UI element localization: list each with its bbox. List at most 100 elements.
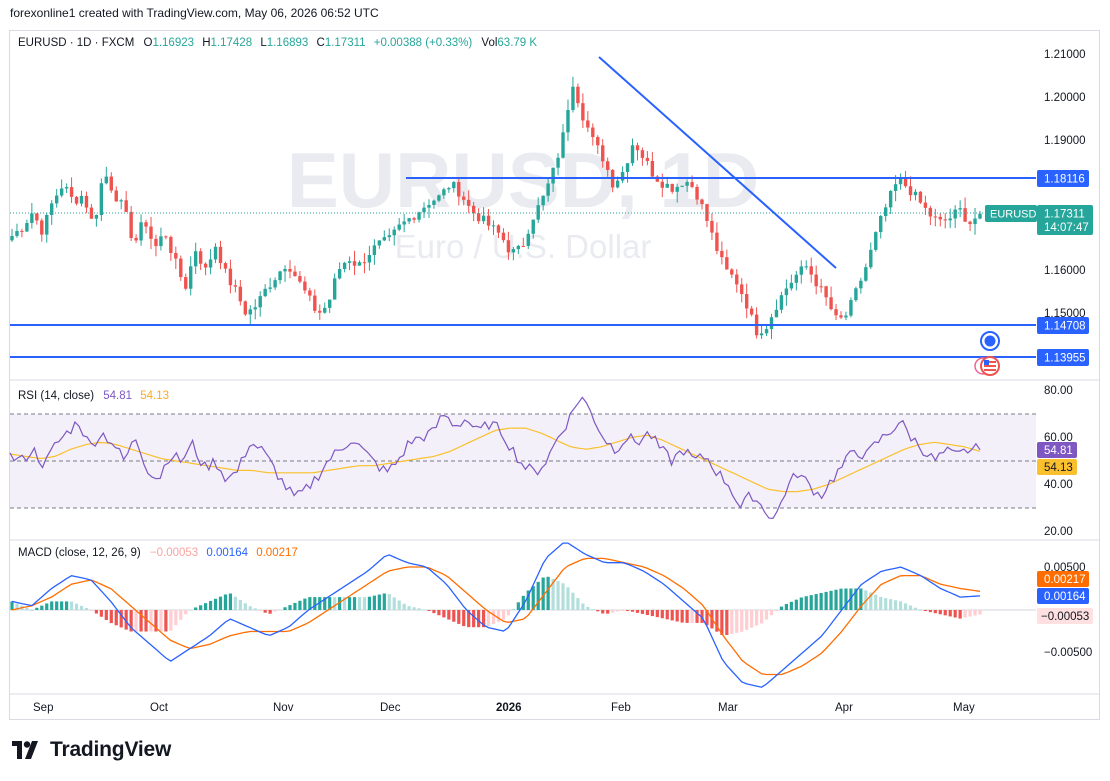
macd-histogram-bar [382,593,386,610]
candle [288,260,292,279]
macd-histogram-bar [849,588,853,610]
candle [799,260,803,284]
rsi-ma-tag: 54.13 [1037,459,1077,475]
candle [30,203,34,229]
macd-histogram-bar [526,590,530,610]
candle [730,268,734,279]
rsi-axis[interactable]: 80.00 60.00 40.00 20.00 [1044,385,1073,538]
macd-histogram-bar [323,597,327,610]
candle [804,260,808,270]
macd-histogram-bar [486,610,491,627]
candle [973,207,977,235]
candle [432,199,436,209]
macd-histogram-bar [258,610,262,611]
candle [278,270,282,284]
macd-histogram-bar [660,610,664,619]
macd-histogram-bar [740,610,744,632]
macd-series [11,542,981,688]
candle [119,198,123,210]
macd-histogram-bar [387,594,391,610]
candle [347,256,352,271]
candle [84,191,89,214]
time-tick: Oct [150,702,169,714]
macd-histogram-bar [79,605,84,610]
macd-histogram-bar [243,603,247,610]
rsi-legend[interactable]: RSI (14, close) 54.81 54.13 [18,390,169,402]
candle [352,250,357,276]
candle [710,213,714,241]
macd-histogram-bar [839,588,843,610]
macd-histogram-bar [104,610,108,620]
macd-legend[interactable]: MACD (close, 12, 26, 9) −0.00053 0.00164… [18,547,298,559]
candle [362,253,367,274]
candle [685,179,689,192]
macd-layer [10,542,982,688]
candle [253,299,257,320]
macd-histogram-bar [422,609,426,611]
macd-histogram-bar [700,610,704,623]
candle [427,199,431,218]
candle [918,191,923,204]
macd-histogram-bar [794,599,798,610]
level-tag-resistance: 1.18116 [1037,170,1089,187]
candle [824,285,828,306]
us-flag-event-icon[interactable] [974,356,1000,376]
macd-histogram-bar [764,610,769,620]
macd-histogram-bar [501,610,506,620]
macd-histogram-bar [695,610,699,623]
candle [784,279,789,306]
macd-histogram-bar [670,610,674,621]
candle [452,180,456,193]
time-tick: Nov [273,702,294,714]
macd-histogram-bar [407,606,411,610]
macd-histogram-bar [208,600,213,610]
candle [397,218,401,232]
candle [814,265,818,295]
economic-event-icon[interactable] [980,331,1000,351]
candle [94,214,99,227]
candle [402,214,406,233]
candle [154,234,158,257]
macd-histogram-bar [571,592,575,610]
tradingview-logo[interactable]: TradingView [12,738,171,762]
macd-histogram-bar [496,610,501,622]
macd-histogram-bar [759,610,764,624]
candle [99,178,104,222]
macd-signal-value: 0.00217 [256,547,298,559]
candle [908,176,913,201]
candle [208,249,213,275]
symbol-legend[interactable]: EURUSD · 1D · FXCM O1.16923 H1.17428 L1.… [18,37,537,49]
legend-vol-label: Vol [481,37,497,49]
trend-line[interactable] [598,56,837,269]
macd-histogram-bar [953,610,957,618]
macd-histogram-bar [442,610,446,618]
last-price-value: 1.17311 [1044,209,1085,221]
macd-hist-value: −0.00053 [150,547,198,559]
macd-histogram-bar [119,610,123,628]
candle [501,228,506,243]
macd-histogram-bar [114,610,118,626]
candle [680,185,684,188]
macd-histogram-bar [854,588,858,610]
candle [407,218,411,225]
macd-histogram-bar [948,610,952,617]
macd-histogram-bar [402,603,406,610]
macd-histogram-bar [799,597,803,610]
candles-layer [10,76,982,340]
candle [625,163,630,183]
candle [566,99,570,142]
svg-text:0.00217: 0.00217 [1044,574,1086,586]
macd-histogram-bar [194,607,198,610]
time-axis[interactable]: Sep Oct Nov Dec 2026 Feb Mar Apr May [33,702,975,714]
macd-histogram-bar [169,610,173,631]
macd-histogram-bar [352,597,357,610]
macd-histogram-bar [467,610,471,628]
macd-histogram-bar [347,597,352,610]
candle [179,255,183,281]
macd-histogram-bar [238,600,242,610]
macd-histogram-bar [129,610,133,632]
macd-histogram-bar [933,610,937,614]
candle [283,265,287,282]
candle [839,311,843,320]
